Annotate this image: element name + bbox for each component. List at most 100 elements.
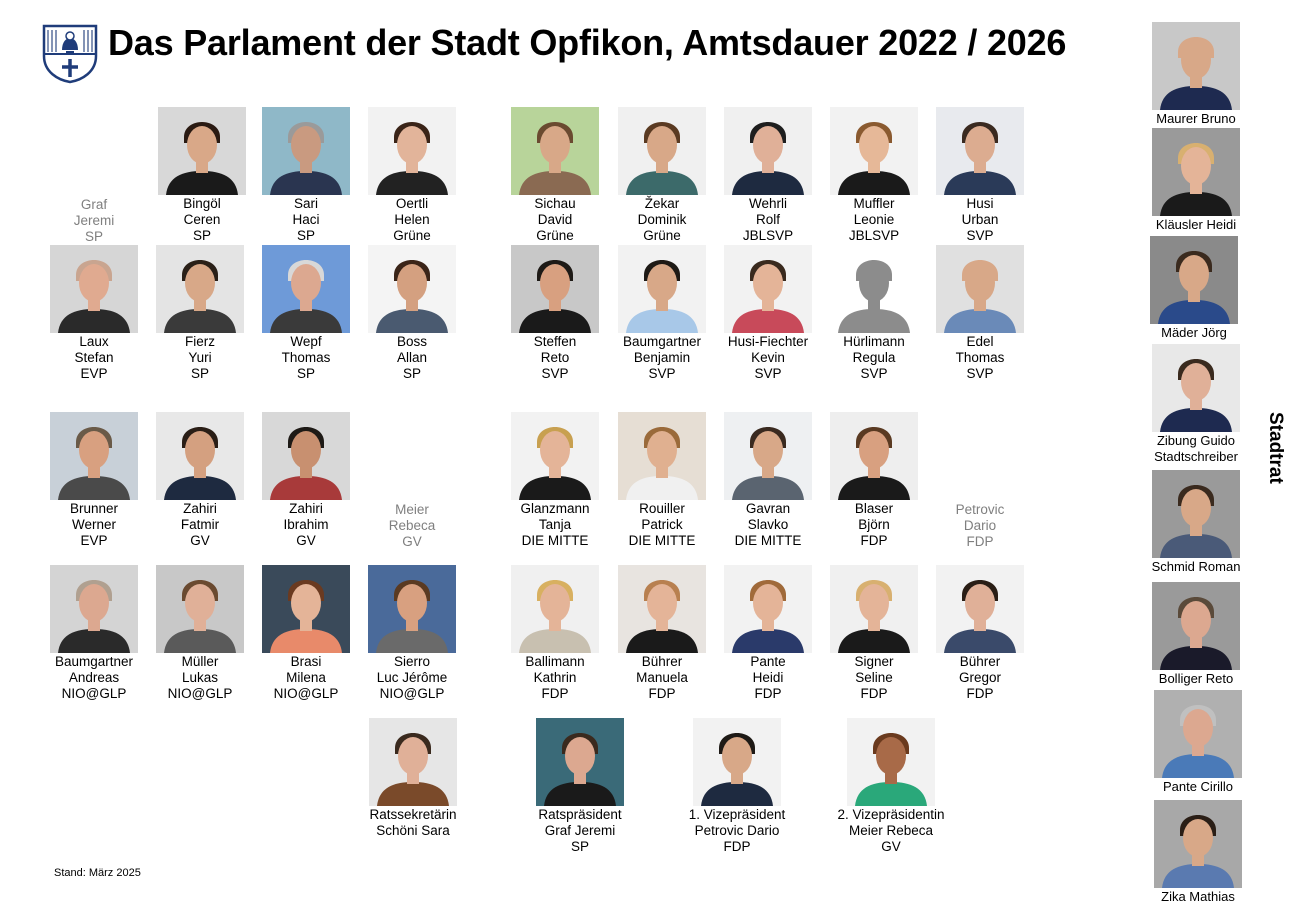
portrait-frame: [830, 412, 918, 500]
portrait-photo: [724, 245, 812, 333]
member-caption-line: EVP: [80, 533, 108, 548]
stadtrat-member-card: Kläusler Heidi: [1144, 128, 1248, 233]
member-name-line: Dario: [963, 518, 997, 533]
photo-face: [1183, 709, 1213, 747]
opfikon-crest-logo: [42, 24, 98, 84]
member-caption: Bingöl Ceren SP: [148, 196, 256, 244]
photo-shoulders: [544, 782, 616, 806]
member-caption-line: Bührer: [641, 654, 683, 669]
member-caption-line: Milena: [286, 670, 326, 685]
portrait-frame: [368, 565, 456, 653]
member-caption-line: Steffen: [533, 334, 577, 349]
photo-face: [79, 431, 109, 469]
member-caption-line: Ratssekretärin: [369, 807, 457, 822]
photo-shoulders: [270, 309, 342, 333]
member-caption-line: Ibrahim: [283, 517, 329, 532]
member-card: Edel Thomas SVP: [926, 245, 1034, 382]
portrait-photo: [724, 412, 812, 500]
member-caption-line: Graf Jeremi: [544, 823, 616, 838]
photo-face: [965, 126, 995, 164]
portrait-frame: [1150, 236, 1238, 324]
member-card: Bingöl Ceren SP: [148, 107, 256, 244]
photo-shoulders: [270, 476, 342, 500]
member-caption-line: Dominik: [637, 212, 687, 227]
member-caption: Sierro Luc Jérôme NIO@GLP: [358, 654, 466, 702]
photo-face: [397, 264, 427, 302]
portrait-photo: [511, 565, 599, 653]
photo-face: [540, 126, 570, 164]
member-caption: Mäder Jörg: [1142, 325, 1246, 341]
photo-shoulders: [732, 309, 804, 333]
member-name-line: Jeremi: [73, 213, 115, 228]
portrait-frame: [936, 245, 1024, 333]
photo-face: [1181, 601, 1211, 639]
member-caption-line: Helen: [394, 212, 430, 227]
portrait-frame: [511, 107, 599, 195]
member-caption-line: David: [537, 212, 573, 227]
member-caption-line: Rouiller: [639, 501, 685, 516]
member-caption-line: Thomas: [281, 350, 331, 365]
member-card: Laux Stefan EVP: [40, 245, 148, 382]
photo-face: [540, 264, 570, 302]
member-caption-line: Gregor: [958, 670, 1002, 685]
portrait-photo: [262, 245, 350, 333]
portrait-frame: [50, 245, 138, 333]
member-caption-line: Wepf: [290, 334, 322, 349]
member-caption-line: NIO@GLP: [273, 686, 339, 701]
portrait-photo: [1152, 470, 1240, 558]
portrait-photo: [368, 565, 456, 653]
photo-face: [1179, 255, 1209, 293]
member-caption-line: Urban: [961, 212, 999, 227]
photo-shoulders: [376, 629, 448, 653]
member-caption-line: FDP: [966, 686, 994, 701]
member-card: Rouiller Patrick DIE MITTE: [608, 412, 716, 549]
member-caption-line: Manuela: [636, 670, 688, 685]
photo-face: [753, 264, 783, 302]
member-caption-line: Kathrin: [533, 670, 577, 685]
member-card: Sichau David Grüne: [501, 107, 609, 244]
photo-shoulders: [1160, 534, 1232, 558]
portrait-photo: [262, 107, 350, 195]
member-card: Glanzmann Tanja DIE MITTE: [501, 412, 609, 549]
member-caption-line: Laux: [79, 334, 109, 349]
member-card: Pante Heidi FDP: [714, 565, 822, 702]
portrait-photo: [847, 718, 935, 806]
photo-face: [185, 431, 215, 469]
member-caption-line: Kevin: [751, 350, 785, 365]
member-caption-line: Leonie: [853, 212, 895, 227]
page-title: Das Parlament der Stadt Opfikon, Amtsdau…: [108, 22, 1067, 63]
member-caption-line: Heidi: [752, 670, 784, 685]
photo-face: [185, 264, 215, 302]
member-caption-line: JBLSVP: [848, 228, 900, 243]
portrait-frame: [262, 565, 350, 653]
member-card: Baumgartner Benjamin SVP: [608, 245, 716, 382]
member-caption: Bührer Manuela FDP: [608, 654, 716, 702]
member-caption-line: SP: [570, 839, 589, 854]
member-caption-line: Wehrli: [748, 196, 787, 211]
member-caption: Kläusler Heidi: [1144, 217, 1248, 233]
member-caption-line: Benjamin: [633, 350, 691, 365]
photo-shoulders: [58, 309, 130, 333]
member-name-line: Rebeca: [388, 518, 436, 533]
member-card: Wehrli Rolf JBLSVP: [714, 107, 822, 244]
portrait-frame: [511, 565, 599, 653]
absent-member: Meier Rebeca GV: [358, 502, 466, 550]
portrait-frame: [536, 718, 624, 806]
member-caption-line: EVP: [80, 366, 108, 381]
member-card: Gavran Slavko DIE MITTE: [714, 412, 822, 549]
member-caption-line: Grüne: [643, 228, 681, 243]
member-caption: Baumgartner Benjamin SVP: [608, 334, 716, 382]
portrait-photo: [830, 412, 918, 500]
member-caption: Sari Haci SP: [252, 196, 360, 244]
photo-face: [291, 584, 321, 622]
photo-shoulders: [376, 171, 448, 195]
photo-face: [876, 737, 906, 775]
member-name-line: Graf: [80, 197, 108, 212]
member-caption: Oertli Helen Grüne: [358, 196, 466, 244]
member-caption-line: Kläusler Heidi: [1155, 217, 1237, 232]
member-caption-line: Edel: [966, 334, 994, 349]
member-card: Oertli Helen Grüne: [358, 107, 466, 244]
photo-shoulders: [58, 476, 130, 500]
member-caption-line: DIE MITTE: [628, 533, 696, 548]
photo-face: [647, 584, 677, 622]
